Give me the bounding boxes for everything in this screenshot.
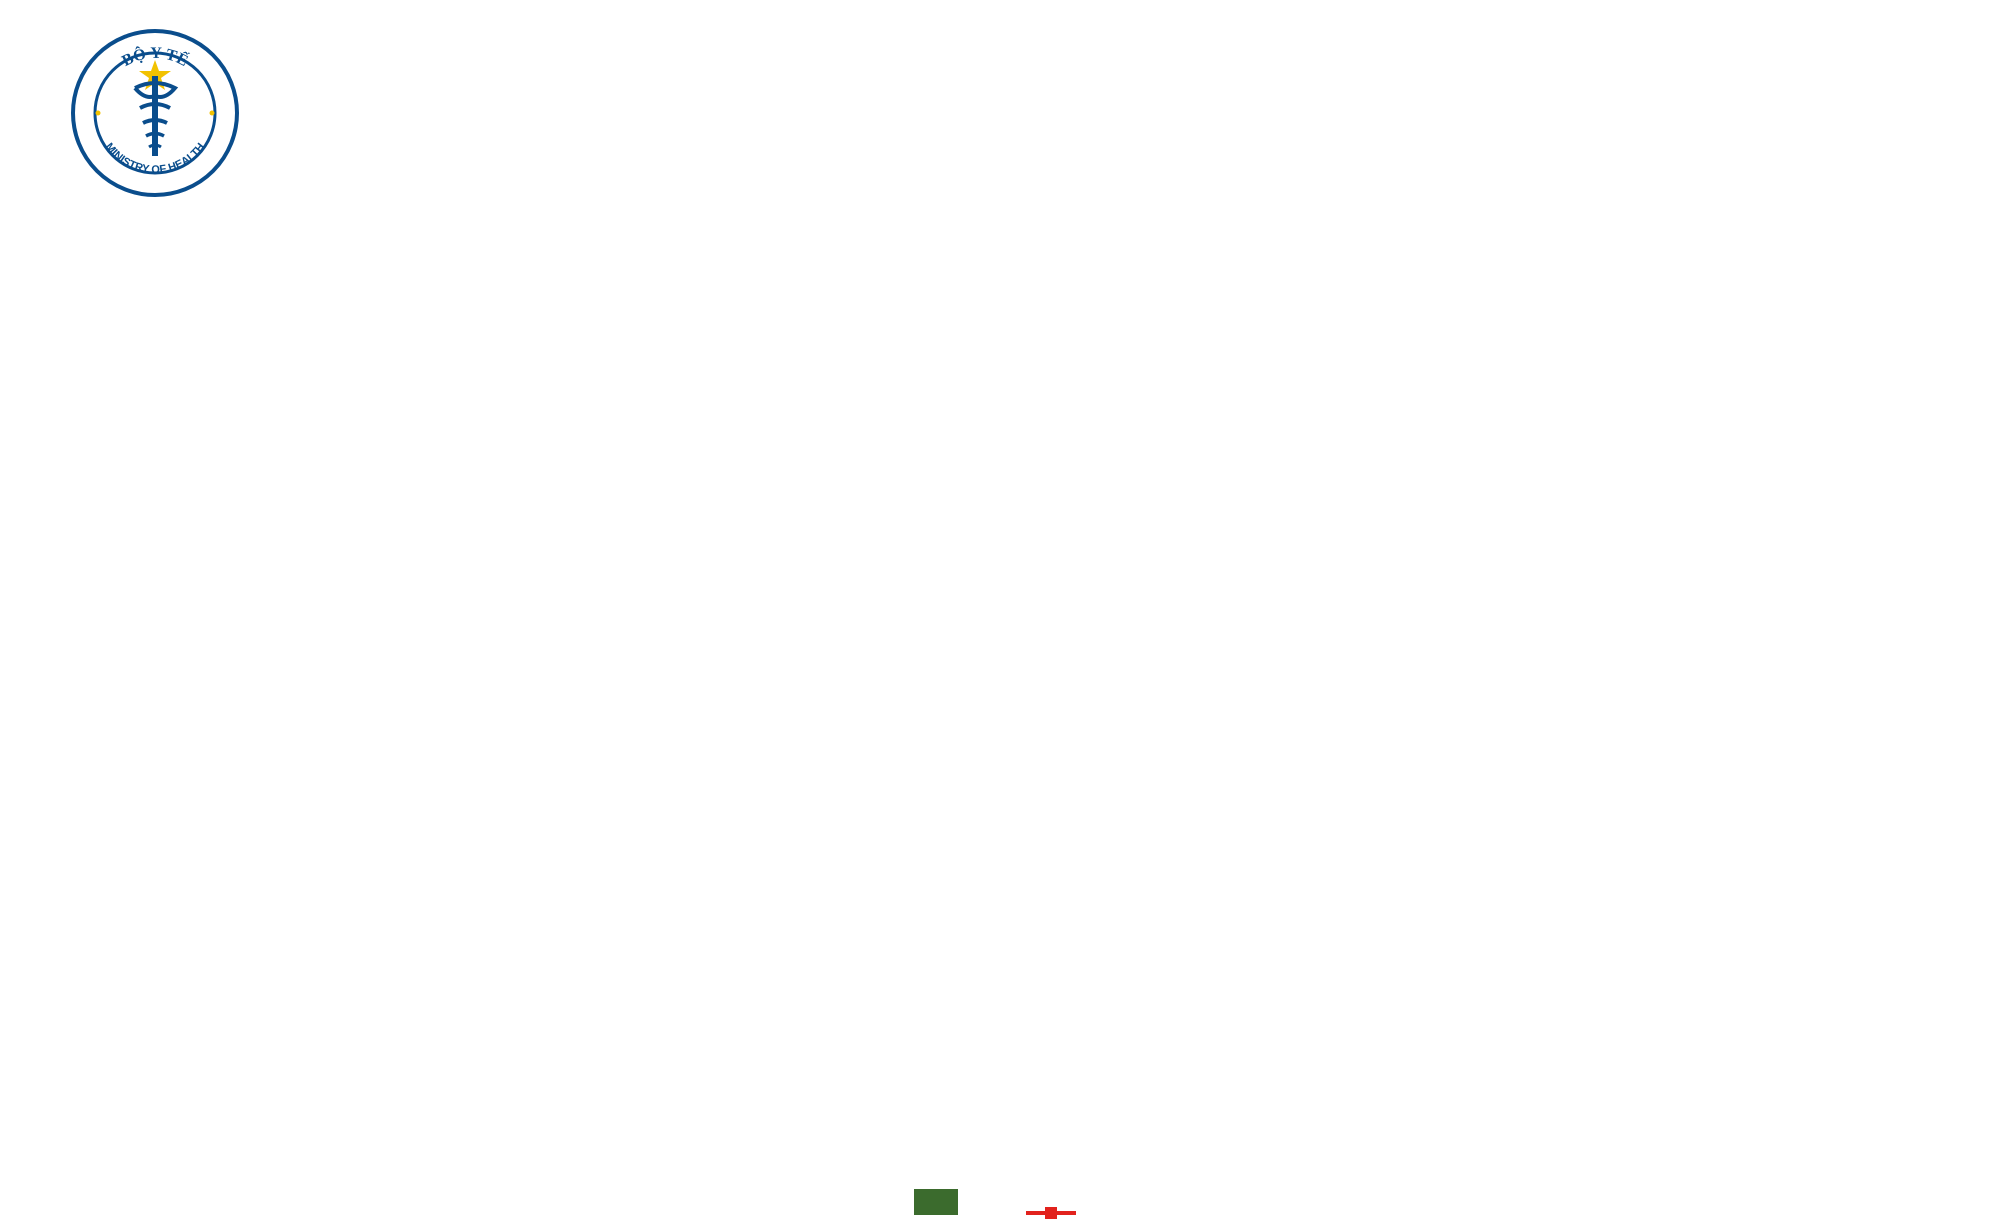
chart-header bbox=[0, 0, 2000, 50]
chart-legend bbox=[0, 1189, 2000, 1223]
legend-line-item bbox=[1026, 1211, 1086, 1215]
ministry-logo: BỘ Y TẾ MINISTRY OF HEALTH bbox=[70, 28, 240, 198]
covid-chart bbox=[110, 316, 1890, 1141]
legend-bar-swatch bbox=[914, 1189, 958, 1215]
legend-line-swatch bbox=[1026, 1211, 1076, 1215]
legend-bar-item bbox=[914, 1189, 968, 1215]
